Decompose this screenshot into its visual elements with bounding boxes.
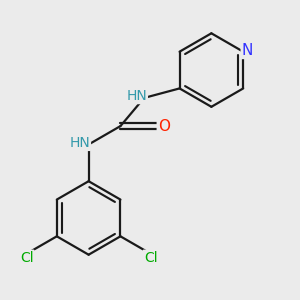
Text: N: N xyxy=(242,43,253,58)
Text: HN: HN xyxy=(69,136,90,150)
Text: O: O xyxy=(158,118,170,134)
Text: Cl: Cl xyxy=(20,251,34,265)
Text: HN: HN xyxy=(126,89,147,103)
Text: Cl: Cl xyxy=(144,251,158,265)
